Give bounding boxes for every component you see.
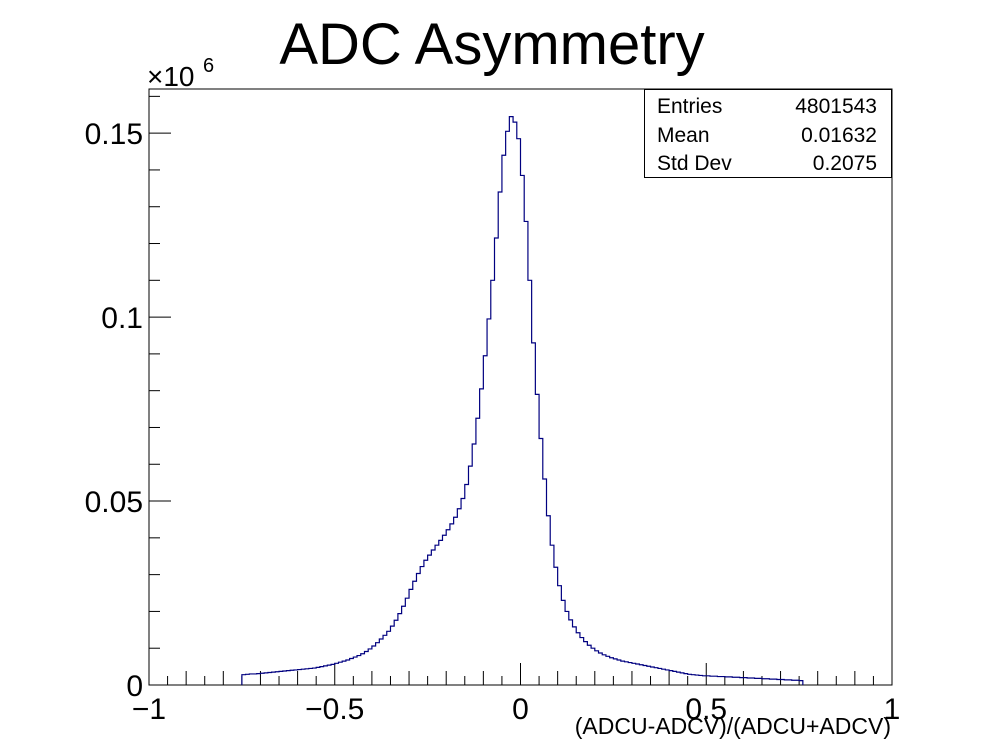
- x-tick-label: −1: [132, 693, 166, 726]
- histogram-series-line: [241, 115, 804, 685]
- y-tick-label: 0.15: [85, 118, 143, 151]
- y-tick-label: 0.1: [101, 302, 143, 335]
- y-axis-ticks: [149, 95, 171, 686]
- stats-entries-label: Entries: [657, 95, 723, 118]
- stats-row-mean: Mean 0.01632: [657, 121, 877, 150]
- stats-stddev-value: 0.2075: [812, 152, 877, 175]
- y-multiplier: ×10 6: [147, 55, 214, 92]
- plot-frame: [148, 88, 893, 686]
- y-multiplier-base: ×10: [147, 61, 195, 92]
- stats-row-entries: Entries 4801543: [657, 92, 877, 121]
- y-tick-label: 0.05: [85, 486, 143, 519]
- x-tick-label: 0.5: [685, 693, 727, 726]
- x-axis-tick-labels: −1 −0.5 0 0.5 1: [132, 693, 900, 726]
- y-axis-tick-labels: 0 0.05 0.1 0.15: [85, 118, 143, 703]
- stats-entries-value: 4801543: [795, 95, 877, 118]
- x-axis-label: (ADCU-ADCV)/(ADCU+ADCV): [575, 713, 891, 739]
- x-tick-label: −0.5: [305, 693, 364, 726]
- x-tick-label: 0: [512, 693, 529, 726]
- stats-mean-label: Mean: [657, 124, 710, 147]
- chart-title: ADC Asymmetry: [279, 12, 704, 77]
- x-tick-label: 1: [884, 693, 901, 726]
- stats-stddev-label: Std Dev: [657, 152, 732, 175]
- stats-box: Entries 4801543 Mean 0.01632 Std Dev 0.2…: [644, 89, 892, 178]
- stats-mean-value: 0.01632: [801, 124, 877, 147]
- y-tick-label: 0: [126, 670, 143, 703]
- y-multiplier-exponent: 6: [203, 55, 214, 77]
- stats-row-stddev: Std Dev 0.2075: [657, 149, 877, 178]
